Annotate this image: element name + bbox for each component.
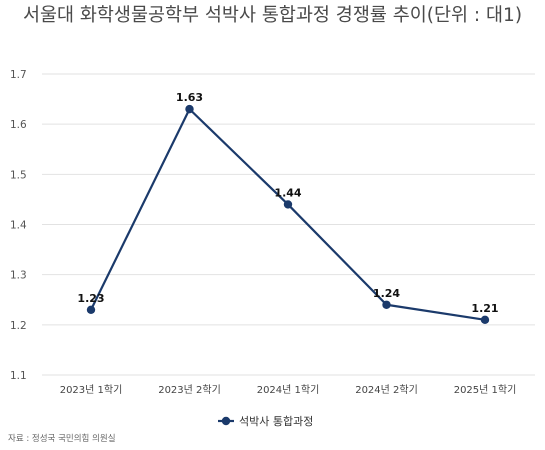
y-tick-label: 1.1: [10, 370, 27, 382]
y-tick-label: 1.2: [10, 320, 27, 332]
y-tick-label: 1.5: [10, 169, 27, 181]
data-label: 1.23: [77, 292, 104, 305]
x-tick-label: 2023년 2학기: [158, 384, 221, 396]
data-point: [185, 104, 194, 114]
data-label: 1.63: [176, 91, 203, 104]
data-label: 1.24: [373, 287, 400, 300]
y-tick-label: 1.7: [10, 69, 27, 81]
legend-marker: [221, 416, 231, 426]
data-label: 1.44: [274, 186, 301, 199]
data-label: 1.21: [471, 302, 498, 315]
data-point: [283, 200, 293, 209]
x-tick-label: 2023년 1학기: [60, 384, 123, 396]
data-point: [480, 315, 490, 325]
x-tick-label: 2024년 1학기: [257, 384, 320, 396]
y-tick-label: 1.3: [10, 270, 27, 282]
series-line: [90, 108, 486, 321]
y-tick-label: 1.6: [10, 119, 27, 131]
chart-title: 서울대 화학생물공학부 석박사 통합과정 경쟁률 추이(단위 : 대1): [22, 5, 523, 26]
y-tick-label: 1.4: [10, 220, 27, 232]
data-point: [382, 300, 391, 309]
data-point: [86, 305, 96, 314]
legend-label: 석박사 통합과정: [239, 415, 313, 428]
source-note: 자료 : 정성국 국민의힘 의원실: [8, 434, 116, 444]
x-tick-label: 2024년 2학기: [355, 384, 418, 396]
x-tick-label: 2025년 1학기: [454, 384, 517, 396]
